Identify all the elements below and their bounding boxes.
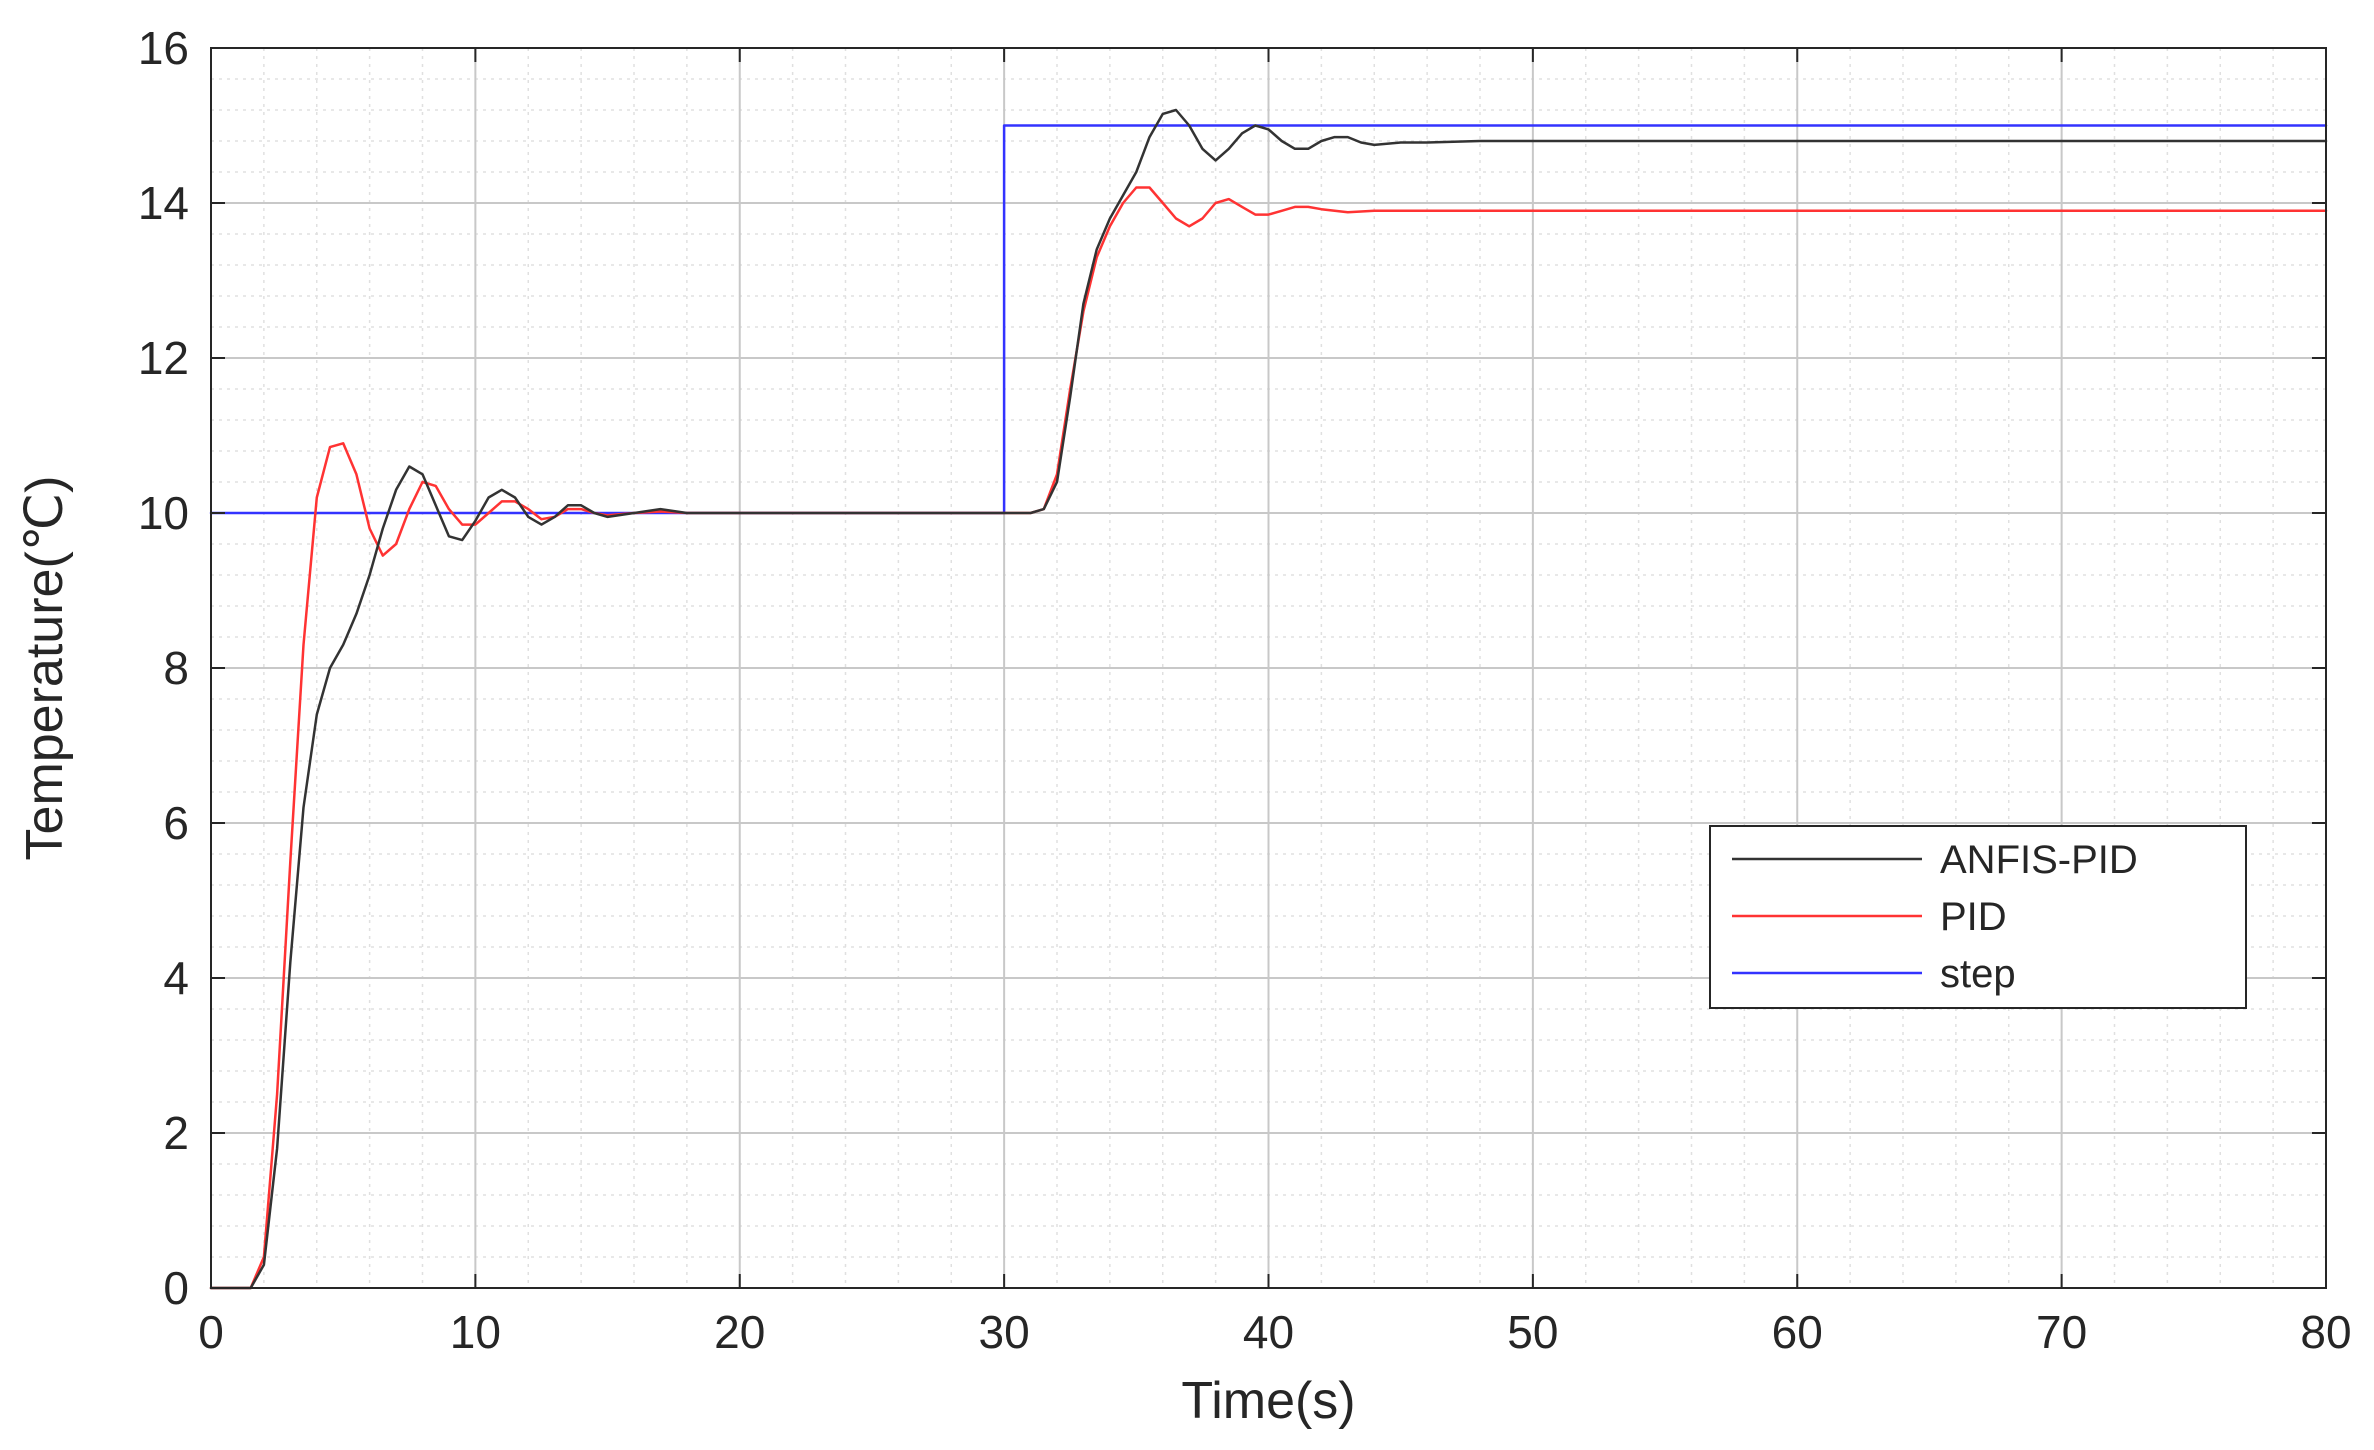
legend: ANFIS-PID PID step <box>1709 825 2247 1009</box>
y-tick-label: 12 <box>138 332 189 384</box>
x-axis-label: Time(s) <box>1181 1372 1355 1430</box>
x-tick-label: 30 <box>979 1306 1030 1358</box>
y-tick-label: 8 <box>163 642 189 694</box>
y-tick-label: 16 <box>138 22 189 74</box>
y-axis-label: Temperature(℃) <box>16 476 74 861</box>
legend-entry: ANFIS-PID <box>1940 838 2138 882</box>
axis-ticks <box>210 47 2327 1289</box>
legend-entry: step <box>1940 952 2016 996</box>
y-tick-label: 10 <box>138 487 189 539</box>
series-line-step <box>209 124 2328 515</box>
x-tick-label: 70 <box>2036 1306 2087 1358</box>
y-tick-label: 0 <box>163 1262 189 1314</box>
x-tick-labels: 0 10 20 30 40 50 60 70 80 <box>198 1306 2351 1358</box>
y-tick-label: 6 <box>163 797 189 849</box>
x-tick-label: 40 <box>1243 1306 1294 1358</box>
x-tick-label: 80 <box>2300 1306 2351 1358</box>
y-tick-label: 14 <box>138 177 189 229</box>
x-tick-label: 10 <box>450 1306 501 1358</box>
y-tick-label: 4 <box>163 952 189 1004</box>
x-tick-label: 0 <box>198 1306 224 1358</box>
x-tick-label: 50 <box>1507 1306 1558 1358</box>
x-tick-label: 20 <box>714 1306 765 1358</box>
y-tick-labels: 0 2 4 6 8 10 12 14 16 <box>138 22 189 1314</box>
x-tick-label: 60 <box>1772 1306 1823 1358</box>
series-layer <box>209 108 2328 1290</box>
legend-entry: PID <box>1940 895 2007 939</box>
series-line-anfis-pid <box>209 108 2328 1290</box>
y-tick-label: 2 <box>163 1107 189 1159</box>
